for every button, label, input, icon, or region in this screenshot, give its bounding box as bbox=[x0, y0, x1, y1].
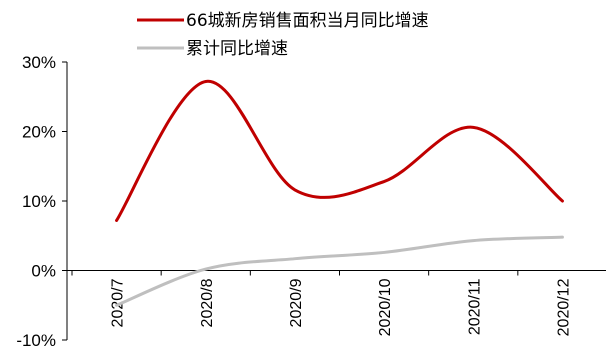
legend-label-cumulative-growth: 累计同比增速 bbox=[186, 39, 288, 59]
legend-label-monthly-growth: 66城新房销售面积当月同比增速 bbox=[186, 11, 429, 31]
series-line-cumulative-growth bbox=[115, 235, 564, 307]
y-tick-label: -10% bbox=[16, 331, 56, 350]
y-tick-label: 0% bbox=[31, 262, 56, 281]
y-tick-label: 20% bbox=[22, 123, 56, 142]
x-tick-label: 2020/9 bbox=[288, 278, 305, 327]
x-tick-label: 2020/8 bbox=[199, 278, 216, 327]
x-tick-label: 2020/7 bbox=[110, 278, 127, 327]
y-tick-label: 10% bbox=[22, 192, 56, 211]
series-line-monthly-growth bbox=[115, 79, 564, 222]
x-tick-label: 2020/10 bbox=[377, 278, 394, 336]
legend: 66城新房销售面积当月同比增速 累计同比增速 bbox=[137, 11, 429, 59]
x-tick-label: 2020/11 bbox=[466, 278, 483, 335]
y-tick-label: 30% bbox=[22, 53, 56, 72]
x-tick-label: 2020/12 bbox=[555, 278, 572, 336]
plot-area bbox=[115, 79, 564, 307]
x-axis: 2020/7 2020/8 2020/9 2020/10 2020/11 2020/12 bbox=[67, 270, 606, 336]
y-axis: 30% 20% 10% 0% -10% bbox=[16, 53, 68, 350]
